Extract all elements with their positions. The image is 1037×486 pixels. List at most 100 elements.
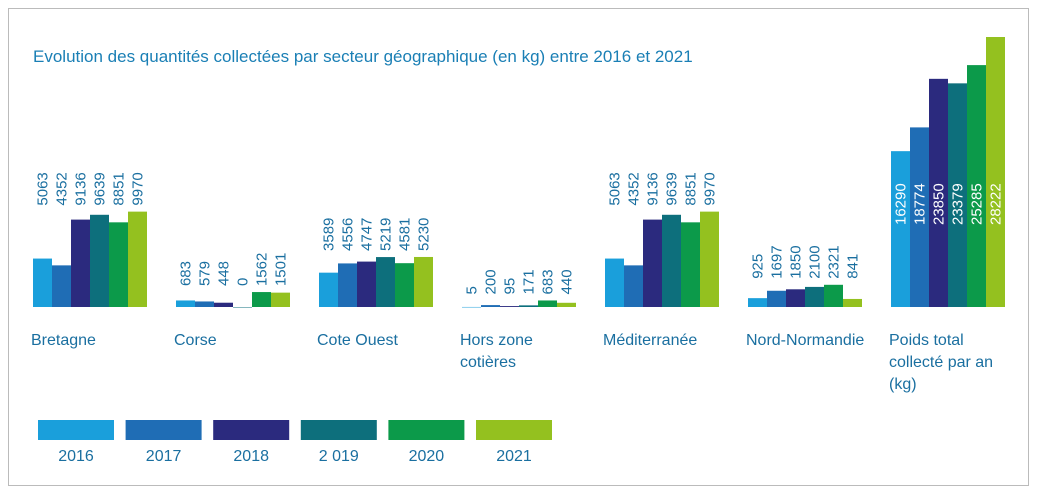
bar (109, 222, 128, 307)
value-label: 9639 (92, 172, 109, 205)
legend-label: 2016 (58, 448, 94, 465)
bar (176, 300, 195, 307)
value-label: 5063 (607, 172, 624, 205)
value-label: 8851 (683, 172, 700, 205)
bar (252, 292, 271, 307)
bar (52, 265, 71, 307)
value-label: 1501 (273, 253, 290, 286)
bar (338, 263, 357, 307)
bar (843, 298, 862, 307)
bar (233, 307, 252, 308)
chart-title: Evolution des quantités collectées par s… (33, 47, 693, 66)
legend-label: 2 019 (318, 448, 359, 465)
value-label: 18774 (912, 183, 929, 225)
bar (271, 292, 290, 307)
legend-label: 2017 (145, 448, 182, 465)
bar (33, 258, 52, 307)
bar (500, 306, 519, 307)
value-label: 2321 (826, 245, 843, 278)
legend-label: 2018 (233, 448, 269, 465)
bar (90, 214, 109, 307)
value-label: 25285 (969, 183, 986, 225)
bar (948, 83, 967, 307)
value-label: 9970 (702, 172, 719, 205)
value-label: 4556 (340, 218, 357, 251)
value-label: 9136 (645, 172, 662, 205)
bar (681, 222, 700, 307)
value-label: 23850 (931, 183, 948, 225)
legend-label: 2020 (408, 448, 445, 465)
bar (71, 219, 90, 307)
value-label: 9639 (664, 172, 681, 205)
bar (986, 37, 1005, 308)
value-label: 9136 (73, 172, 90, 205)
bar (414, 256, 433, 307)
value-label: 9970 (130, 172, 147, 205)
bar (481, 305, 500, 307)
value-label: 23379 (950, 183, 967, 225)
bar (214, 302, 233, 307)
category-label: Nord-Normandie (746, 332, 865, 349)
value-label: 4352 (54, 172, 71, 205)
bar (128, 211, 147, 307)
value-label: 4747 (359, 218, 376, 251)
bar (662, 214, 681, 307)
value-label: 95 (502, 278, 519, 295)
bar (767, 290, 786, 307)
category-label: Cote Ouest (317, 332, 398, 349)
legend-swatch (300, 420, 377, 440)
bar (605, 258, 624, 307)
value-label: 448 (216, 261, 233, 286)
category-label: Méditerranée (603, 332, 698, 349)
bar (357, 261, 376, 307)
bar (967, 65, 986, 307)
bar (195, 301, 214, 307)
bar (557, 302, 576, 307)
legend-swatch (388, 420, 465, 440)
bar (891, 151, 910, 307)
category-label: Bretagne (31, 332, 96, 349)
bar (929, 78, 948, 308)
bar (519, 305, 538, 307)
value-label: 683 (540, 269, 557, 294)
value-label: 3589 (321, 218, 338, 251)
legend-swatch (125, 420, 202, 440)
legend-swatch (38, 420, 114, 440)
value-label: 171 (521, 269, 538, 294)
category-label: Poids total collecté par an (kg) (889, 332, 994, 393)
value-label: 683 (178, 261, 195, 286)
legend-label: 2021 (496, 448, 532, 465)
value-label: 1850 (788, 245, 805, 278)
value-label: 8851 (111, 172, 128, 205)
value-label: 841 (845, 254, 862, 279)
bar (395, 263, 414, 307)
bar (910, 127, 929, 307)
legend-swatch (476, 420, 552, 440)
bar (786, 289, 805, 307)
value-label: 1562 (254, 253, 271, 286)
bar (805, 286, 824, 307)
value-label: 200 (483, 269, 500, 294)
bar (824, 284, 843, 307)
bar (319, 272, 338, 307)
bar (643, 219, 662, 307)
value-label: 579 (197, 261, 214, 286)
bar (376, 257, 395, 307)
bar (538, 300, 557, 307)
category-label: Corse (174, 332, 217, 349)
bar (748, 298, 767, 307)
bar (624, 265, 643, 307)
value-label: 4581 (397, 218, 414, 251)
value-label: 5063 (35, 172, 52, 205)
bar (462, 306, 481, 308)
value-label: 28222 (988, 183, 1005, 225)
legend-swatch (213, 420, 290, 440)
frame (8, 8, 1029, 486)
value-label: 2100 (807, 245, 824, 278)
bar (700, 211, 719, 307)
value-label: 925 (750, 254, 767, 279)
value-label: 1697 (769, 245, 786, 278)
value-label: 5230 (416, 218, 433, 251)
